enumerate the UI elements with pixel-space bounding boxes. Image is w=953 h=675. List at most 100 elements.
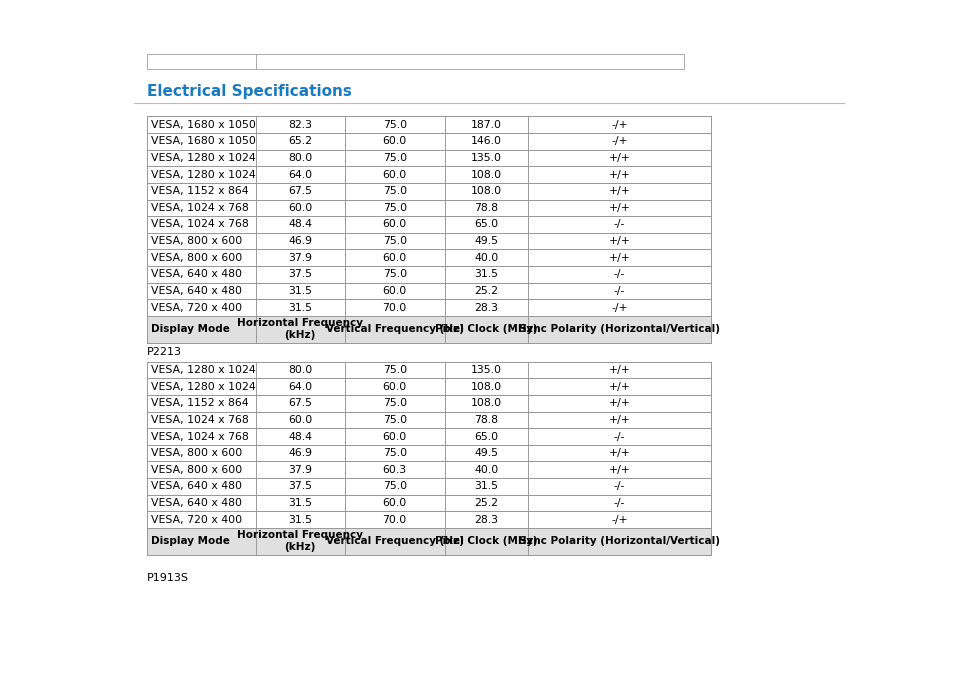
Text: +/+: +/+	[608, 202, 630, 213]
Text: VESA, 1024 x 768: VESA, 1024 x 768	[151, 415, 249, 425]
Text: 37.9: 37.9	[288, 465, 312, 475]
Text: 64.0: 64.0	[288, 381, 312, 391]
Text: VESA, 1152 x 864: VESA, 1152 x 864	[151, 398, 249, 408]
Bar	[147, 266, 710, 283]
Text: VESA, 720 x 400: VESA, 720 x 400	[151, 302, 242, 313]
Text: 75.0: 75.0	[382, 481, 406, 491]
Text: Sync Polarity (Horizontal/Vertical): Sync Polarity (Horizontal/Vertical)	[518, 325, 720, 334]
Text: VESA, 800 x 600: VESA, 800 x 600	[151, 465, 242, 475]
Text: 25.2: 25.2	[474, 286, 498, 296]
Text: 40.0: 40.0	[474, 465, 498, 475]
Text: -/-: -/-	[613, 481, 624, 491]
Bar	[147, 299, 710, 316]
Text: +/+: +/+	[608, 169, 630, 180]
Text: VESA, 1280 x 1024: VESA, 1280 x 1024	[151, 153, 255, 163]
Text: VESA, 800 x 600: VESA, 800 x 600	[151, 448, 242, 458]
Text: VESA, 1024 x 768: VESA, 1024 x 768	[151, 202, 249, 213]
Text: -/+: -/+	[611, 119, 627, 130]
Text: 60.0: 60.0	[382, 498, 406, 508]
Text: 65.2: 65.2	[288, 136, 312, 146]
Text: VESA, 1024 x 768: VESA, 1024 x 768	[151, 431, 249, 441]
Bar	[147, 528, 710, 555]
Text: +/+: +/+	[608, 153, 630, 163]
Text: VESA, 640 x 480: VESA, 640 x 480	[151, 286, 242, 296]
Text: -/+: -/+	[611, 514, 627, 524]
Text: Sync Polarity (Horizontal/Vertical): Sync Polarity (Horizontal/Vertical)	[518, 537, 720, 547]
Text: +/+: +/+	[608, 365, 630, 375]
Text: 135.0: 135.0	[471, 153, 501, 163]
Text: 67.5: 67.5	[288, 186, 312, 196]
Text: 75.0: 75.0	[382, 202, 406, 213]
Text: Display Mode: Display Mode	[151, 537, 230, 547]
Bar	[147, 283, 710, 299]
Text: 31.5: 31.5	[474, 269, 498, 279]
Text: 108.0: 108.0	[471, 381, 501, 391]
Text: 60.0: 60.0	[382, 286, 406, 296]
Bar	[147, 150, 710, 166]
Bar	[147, 249, 710, 266]
Text: -/+: -/+	[611, 136, 627, 146]
Text: 60.0: 60.0	[382, 252, 406, 263]
Text: 108.0: 108.0	[471, 186, 501, 196]
Text: 75.0: 75.0	[382, 365, 406, 375]
Bar	[147, 412, 710, 428]
Text: +/+: +/+	[608, 465, 630, 475]
Text: Vertical Frequency (Hz): Vertical Frequency (Hz)	[325, 537, 463, 547]
Bar	[147, 428, 710, 445]
Text: 31.5: 31.5	[288, 286, 312, 296]
Text: 46.9: 46.9	[288, 236, 312, 246]
Text: Pixel Clock (MHz): Pixel Clock (MHz)	[435, 325, 537, 334]
Text: -/-: -/-	[613, 431, 624, 441]
Text: 60.0: 60.0	[382, 431, 406, 441]
Bar	[147, 233, 710, 249]
Text: -/-: -/-	[613, 286, 624, 296]
Text: 108.0: 108.0	[471, 169, 501, 180]
Text: 70.0: 70.0	[382, 302, 406, 313]
Text: Electrical Specifications: Electrical Specifications	[147, 84, 352, 99]
Text: 75.0: 75.0	[382, 153, 406, 163]
Text: VESA, 1280 x 1024: VESA, 1280 x 1024	[151, 381, 255, 391]
Text: VESA, 640 x 480: VESA, 640 x 480	[151, 269, 242, 279]
Text: 65.0: 65.0	[474, 431, 498, 441]
Bar	[255, 54, 683, 69]
Text: 78.8: 78.8	[474, 415, 498, 425]
Text: 187.0: 187.0	[471, 119, 501, 130]
Text: 37.9: 37.9	[288, 252, 312, 263]
Text: 48.4: 48.4	[288, 431, 312, 441]
Text: VESA, 800 x 600: VESA, 800 x 600	[151, 252, 242, 263]
Text: 60.0: 60.0	[382, 381, 406, 391]
Bar	[147, 316, 710, 343]
Bar	[147, 362, 710, 378]
Text: 82.3: 82.3	[288, 119, 312, 130]
Bar	[147, 133, 710, 150]
Bar	[147, 395, 710, 412]
Text: -/-: -/-	[613, 498, 624, 508]
Text: Display Mode: Display Mode	[151, 325, 230, 334]
Bar	[147, 445, 710, 462]
Text: 31.5: 31.5	[288, 514, 312, 524]
Text: 40.0: 40.0	[474, 252, 498, 263]
Text: 75.0: 75.0	[382, 269, 406, 279]
Text: 31.5: 31.5	[474, 481, 498, 491]
Text: 60.0: 60.0	[382, 136, 406, 146]
Text: 60.0: 60.0	[288, 202, 312, 213]
Text: 80.0: 80.0	[288, 365, 312, 375]
Text: +/+: +/+	[608, 236, 630, 246]
Text: 80.0: 80.0	[288, 153, 312, 163]
Text: Horizontal Frequency
(kHz): Horizontal Frequency (kHz)	[236, 319, 363, 340]
Text: 28.3: 28.3	[474, 302, 498, 313]
Bar	[147, 166, 710, 183]
Text: VESA, 1680 x 1050: VESA, 1680 x 1050	[151, 119, 255, 130]
Text: -/+: -/+	[611, 302, 627, 313]
Bar	[147, 200, 710, 216]
Text: VESA, 720 x 400: VESA, 720 x 400	[151, 514, 242, 524]
Text: 60.0: 60.0	[288, 415, 312, 425]
Text: VESA, 1280 x 1024: VESA, 1280 x 1024	[151, 169, 255, 180]
Text: 46.9: 46.9	[288, 448, 312, 458]
Text: VESA, 800 x 600: VESA, 800 x 600	[151, 236, 242, 246]
Text: +/+: +/+	[608, 415, 630, 425]
Text: 60.3: 60.3	[382, 465, 406, 475]
Text: Vertical Frequency (Hz): Vertical Frequency (Hz)	[325, 325, 463, 334]
Text: 49.5: 49.5	[474, 448, 498, 458]
Bar	[147, 183, 710, 200]
